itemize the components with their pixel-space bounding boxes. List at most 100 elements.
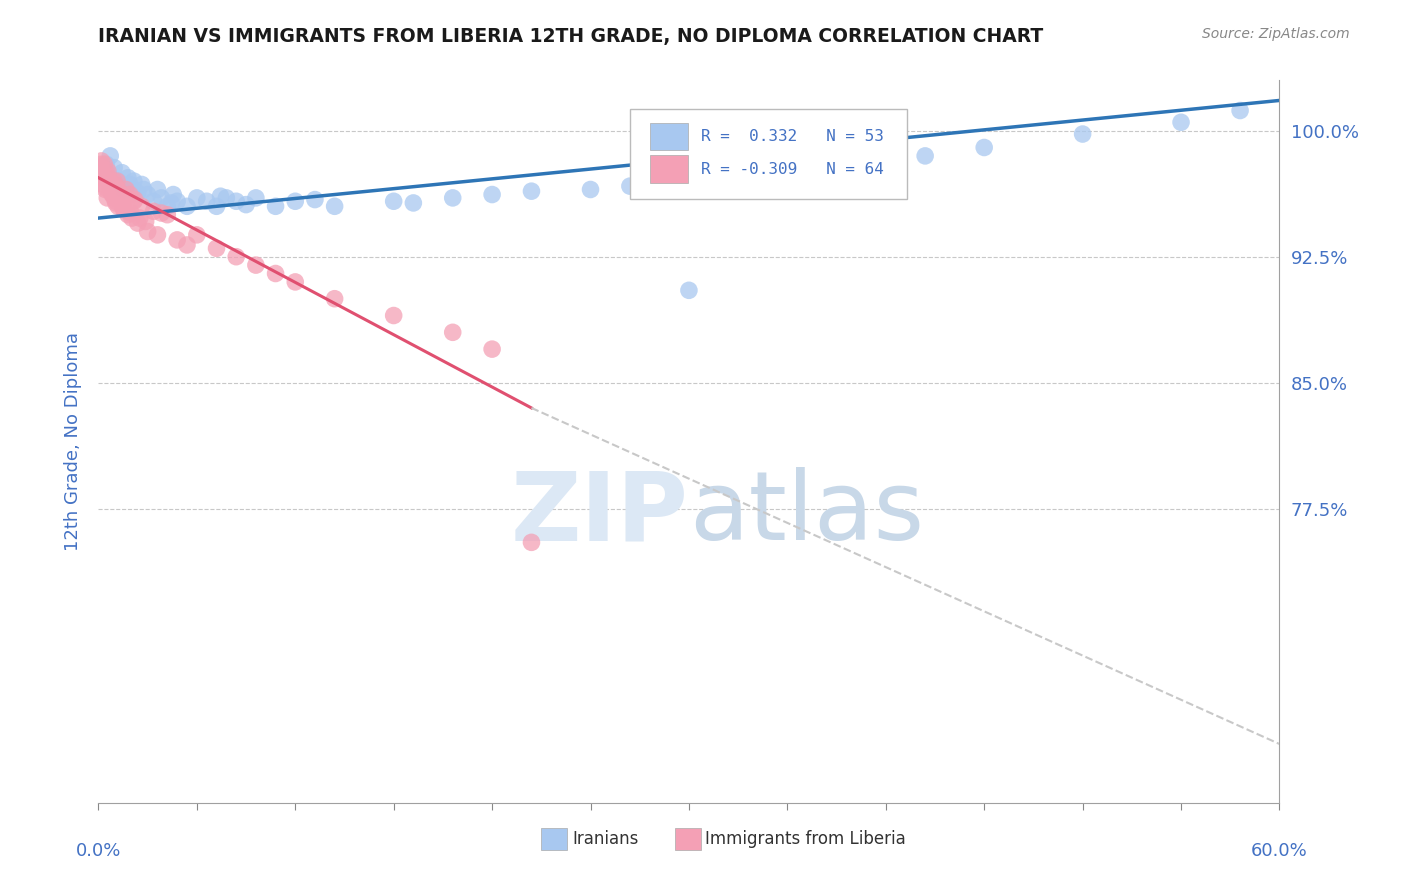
Point (160, 196, 183, 211)
Point (93, 161, 115, 175)
Point (402, 196, 425, 211)
Point (1071, 127, 1094, 141)
Point (186, 191, 208, 205)
Point (93, 170, 115, 185)
Point (146, 227, 169, 242)
Point (107, 199, 129, 213)
Point (1170, 115, 1192, 129)
Point (776, 170, 799, 185)
Text: ZIP: ZIP (510, 467, 689, 560)
Point (131, 178, 153, 192)
Point (131, 199, 153, 213)
Point (215, 191, 238, 205)
Point (382, 194, 405, 209)
Text: 0.0%: 0.0% (76, 842, 121, 860)
Point (209, 189, 232, 203)
Point (205, 241, 228, 255)
Point (284, 275, 307, 289)
Point (112, 201, 135, 215)
Point (97, 164, 120, 178)
Point (112, 202, 135, 217)
Text: Iranians: Iranians (572, 830, 638, 848)
Point (93, 157, 115, 171)
Point (146, 182, 169, 196)
Point (118, 178, 141, 192)
Point (122, 194, 145, 209)
Point (100, 182, 122, 196)
Point (128, 211, 150, 225)
Point (304, 193, 326, 207)
Point (127, 216, 149, 230)
Point (108, 189, 131, 203)
Point (117, 208, 139, 222)
Point (284, 194, 307, 209)
Point (117, 170, 139, 185)
Point (136, 225, 159, 239)
Point (264, 199, 287, 213)
Point (103, 161, 125, 175)
Point (142, 204, 165, 219)
Point (98, 174, 121, 188)
Bar (675, 828, 700, 850)
Point (103, 191, 125, 205)
Point (120, 206, 142, 220)
Point (135, 214, 157, 228)
Point (225, 194, 247, 209)
Point (107, 182, 129, 196)
Point (105, 174, 128, 188)
Text: IRANIAN VS IMMIGRANTS FROM LIBERIA 12TH GRADE, NO DIPLOMA CORRELATION CHART: IRANIAN VS IMMIGRANTS FROM LIBERIA 12TH … (98, 27, 1043, 45)
Point (112, 182, 135, 196)
Text: Source: ZipAtlas.com: Source: ZipAtlas.com (1202, 27, 1350, 41)
Point (108, 186, 131, 200)
Point (441, 326, 464, 340)
Point (195, 194, 218, 209)
Point (122, 174, 145, 188)
FancyBboxPatch shape (630, 109, 907, 200)
Point (717, 174, 740, 188)
Point (101, 186, 124, 200)
Point (914, 149, 936, 163)
Point (132, 182, 155, 196)
Point (103, 184, 125, 198)
Text: R =  0.332   N = 53: R = 0.332 N = 53 (700, 129, 883, 145)
Point (142, 194, 165, 209)
Point (150, 191, 173, 205)
Point (245, 191, 267, 205)
Point (875, 157, 897, 171)
Point (98, 179, 121, 194)
Point (1229, 103, 1251, 118)
Point (166, 233, 188, 247)
Point (115, 182, 138, 196)
Text: 60.0%: 60.0% (1251, 842, 1308, 860)
Point (90, 153, 112, 168)
Point (118, 187, 141, 202)
Bar (650, 155, 688, 183)
Point (103, 174, 125, 188)
Point (94, 182, 117, 196)
Point (124, 193, 146, 207)
Point (104, 196, 127, 211)
Point (101, 187, 124, 202)
Point (619, 179, 641, 194)
Point (235, 197, 257, 211)
Point (98, 149, 121, 163)
Point (115, 191, 138, 205)
Point (111, 166, 134, 180)
Point (166, 194, 188, 209)
Point (176, 238, 198, 252)
Point (136, 187, 159, 202)
Point (481, 342, 503, 356)
Point (264, 267, 287, 281)
Point (205, 199, 228, 213)
Point (150, 206, 173, 220)
Point (90, 157, 112, 171)
Point (96, 166, 118, 180)
Point (382, 309, 405, 323)
Text: atlas: atlas (689, 467, 924, 560)
Point (678, 283, 700, 297)
Point (89, 161, 111, 175)
Point (638, 178, 661, 192)
Point (96, 157, 118, 171)
Point (91, 166, 114, 180)
Point (93, 178, 115, 192)
